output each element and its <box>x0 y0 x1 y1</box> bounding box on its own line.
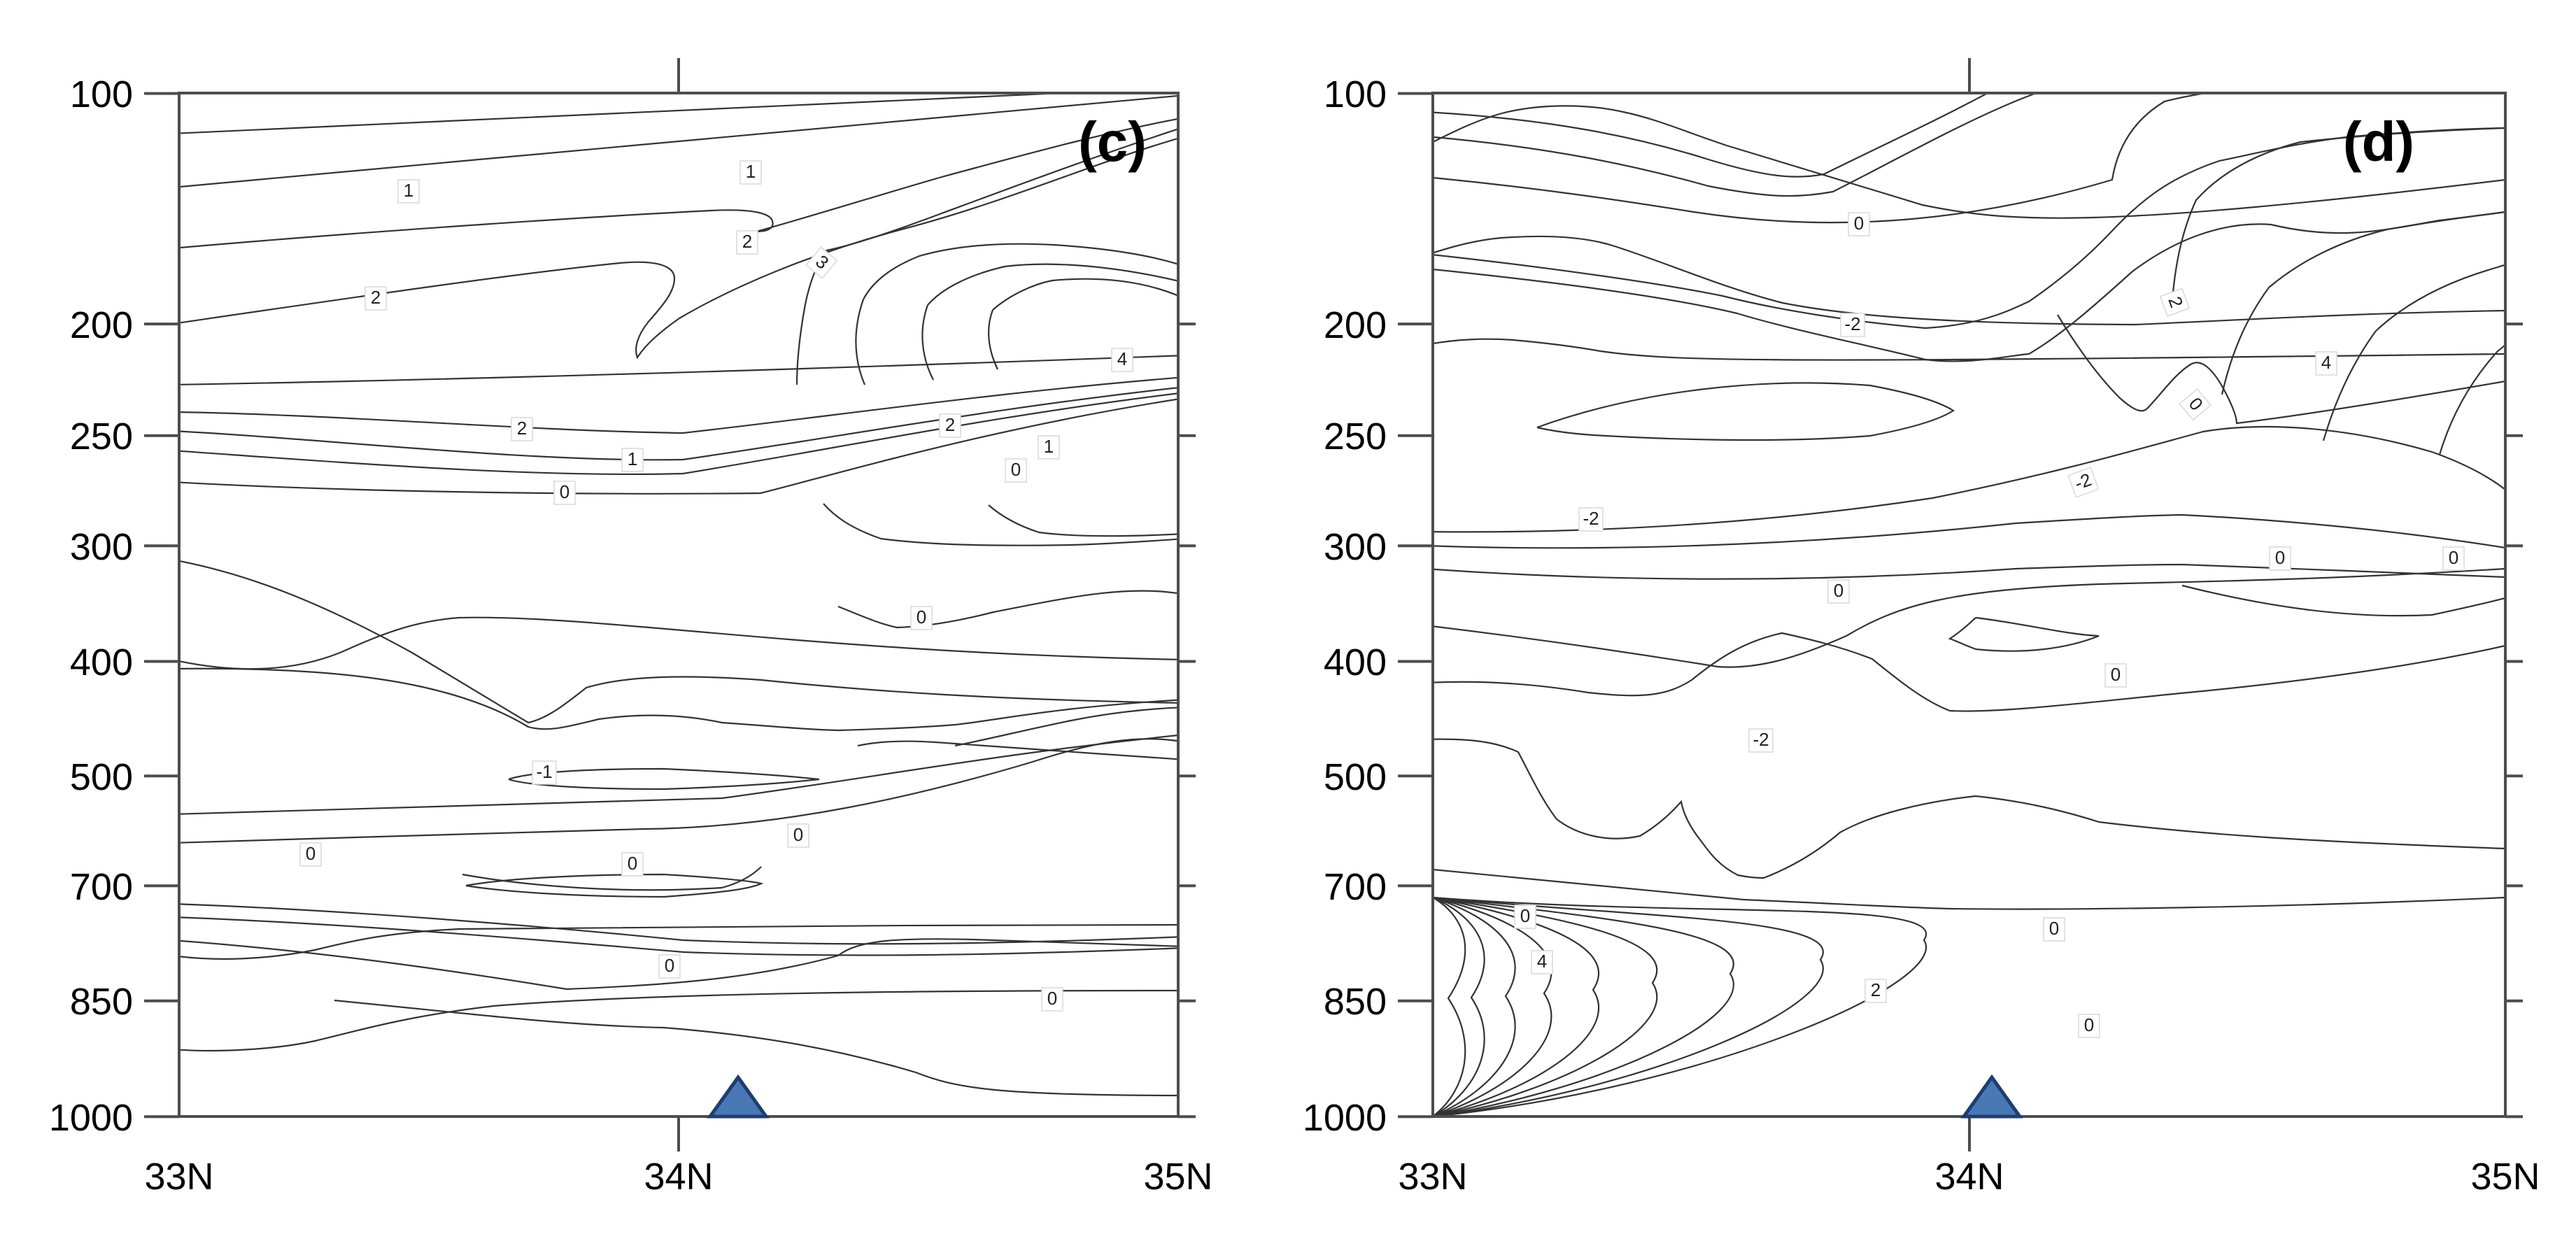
svg-text:2: 2 <box>1871 979 1881 1000</box>
svg-text:0: 0 <box>1520 905 1530 926</box>
svg-text:1: 1 <box>1044 436 1054 457</box>
svg-text:4: 4 <box>2321 352 2331 373</box>
svg-text:0: 0 <box>306 843 316 864</box>
svg-text:850: 850 <box>1324 981 1387 1023</box>
svg-text:-2: -2 <box>1753 729 1769 750</box>
svg-text:1: 1 <box>746 161 756 182</box>
svg-text:0: 0 <box>2449 547 2458 568</box>
svg-text:300: 300 <box>70 526 133 568</box>
svg-text:33N: 33N <box>144 1156 213 1198</box>
svg-text:400: 400 <box>70 641 133 683</box>
svg-text:0: 0 <box>2084 1014 2094 1035</box>
svg-text:2: 2 <box>517 418 527 439</box>
svg-text:34N: 34N <box>1934 1156 2004 1198</box>
svg-text:35N: 35N <box>2470 1156 2540 1198</box>
svg-text:34N: 34N <box>644 1156 713 1198</box>
svg-text:250: 250 <box>70 416 133 458</box>
svg-text:1000: 1000 <box>1303 1097 1387 1139</box>
svg-text:700: 700 <box>1324 866 1387 908</box>
svg-text:400: 400 <box>1324 641 1387 683</box>
svg-text:2: 2 <box>945 414 955 435</box>
svg-text:-1: -1 <box>536 761 552 782</box>
svg-text:0: 0 <box>1011 459 1021 480</box>
svg-text:200: 200 <box>70 304 133 346</box>
svg-text:500: 500 <box>70 756 133 798</box>
svg-text:300: 300 <box>1324 526 1387 568</box>
svg-text:2: 2 <box>371 287 381 308</box>
svg-text:200: 200 <box>1324 304 1387 346</box>
svg-text:0: 0 <box>793 824 803 845</box>
svg-text:1: 1 <box>628 448 637 469</box>
svg-text:-2: -2 <box>1844 313 1860 334</box>
svg-text:500: 500 <box>1324 756 1387 798</box>
svg-text:(d): (d) <box>2343 111 2414 173</box>
svg-text:700: 700 <box>70 866 133 908</box>
svg-text:1000: 1000 <box>49 1097 133 1139</box>
svg-text:250: 250 <box>1324 416 1387 458</box>
svg-text:0: 0 <box>1047 988 1057 1009</box>
svg-text:0: 0 <box>1834 580 1843 601</box>
svg-text:0: 0 <box>2111 664 2121 685</box>
svg-text:0: 0 <box>2275 547 2285 568</box>
svg-text:33N: 33N <box>1398 1156 1467 1198</box>
svg-text:4: 4 <box>1117 348 1127 369</box>
svg-text:0: 0 <box>2049 918 2059 939</box>
svg-text:850: 850 <box>70 981 133 1023</box>
svg-text:100: 100 <box>70 73 133 115</box>
svg-text:4: 4 <box>1537 951 1547 972</box>
svg-text:0: 0 <box>665 955 674 976</box>
svg-text:2: 2 <box>742 231 752 252</box>
svg-text:0: 0 <box>560 481 569 502</box>
svg-text:1: 1 <box>404 180 413 201</box>
svg-text:-2: -2 <box>1583 508 1599 529</box>
svg-text:(c): (c) <box>1078 111 1147 173</box>
svg-text:35N: 35N <box>1143 1156 1212 1198</box>
svg-text:0: 0 <box>917 607 926 627</box>
svg-text:100: 100 <box>1324 73 1387 115</box>
svg-text:0: 0 <box>1854 213 1864 234</box>
svg-text:0: 0 <box>628 853 637 874</box>
